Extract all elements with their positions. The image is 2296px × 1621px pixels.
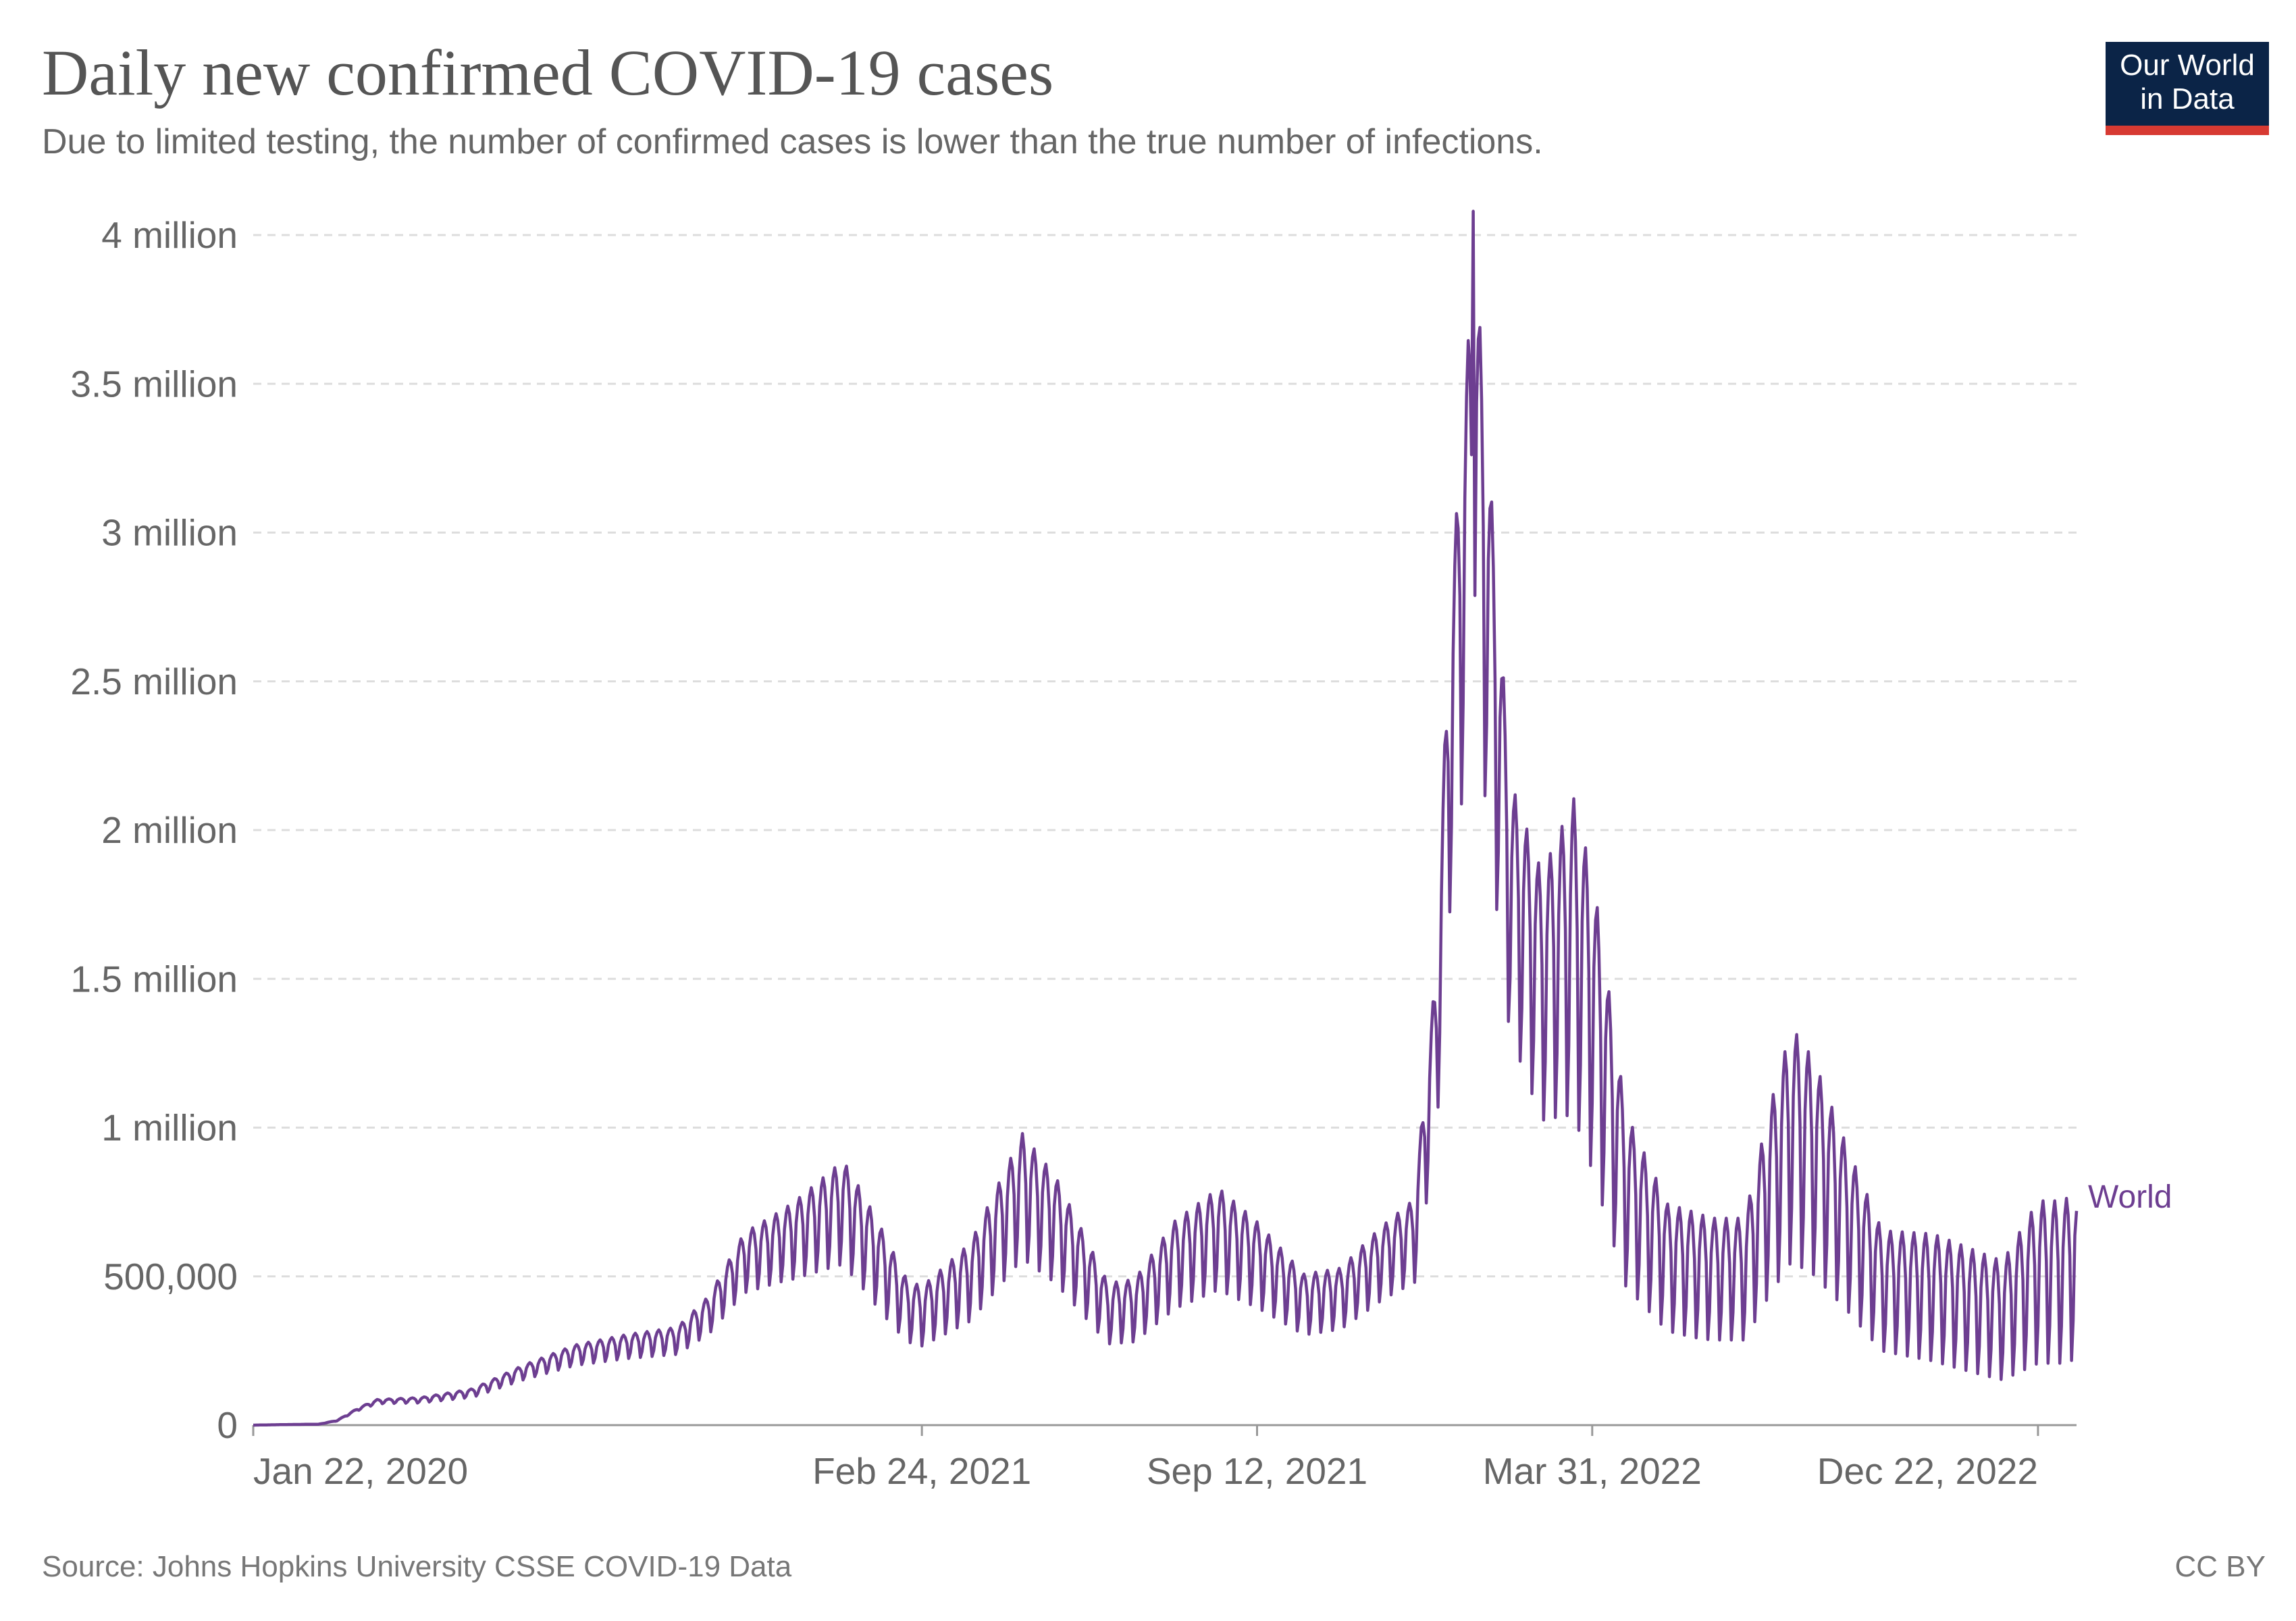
legend-label-world: World <box>2088 1179 2172 1215</box>
owid-logo-line2: in Data <box>2140 82 2235 115</box>
license-link[interactable]: CC BY <box>2174 1550 2266 1583</box>
y-tick-label: 2 million <box>101 809 238 851</box>
y-tick-label: 1.5 million <box>70 958 238 1000</box>
y-tick-label: 4 million <box>101 214 238 256</box>
y-tick-label: 2.5 million <box>70 661 238 702</box>
y-tick-label: 3 million <box>101 512 238 554</box>
x-tick-label: Mar 31, 2022 <box>1483 1450 1702 1492</box>
x-tick-label: Sep 12, 2021 <box>1147 1450 1367 1492</box>
y-tick-label: 1 million <box>101 1107 238 1149</box>
y-tick-label: 0 <box>217 1404 238 1446</box>
chart-title: Daily new confirmed COVID-19 cases <box>42 36 1054 109</box>
y-tick-label: 3.5 million <box>70 363 238 405</box>
chart-subtitle: Due to limited testing, the number of co… <box>42 122 1543 161</box>
x-tick-label: Feb 24, 2021 <box>812 1450 1031 1492</box>
source-note[interactable]: Source: Johns Hopkins University CSSE CO… <box>42 1550 792 1583</box>
x-tick-label: Dec 22, 2022 <box>1817 1450 2038 1492</box>
world-series-line <box>253 209 2079 1427</box>
owid-logo-bar <box>2106 126 2269 135</box>
x-tick-label: Jan 22, 2020 <box>253 1450 468 1492</box>
owid-logo-line1: Our World <box>2120 49 2255 82</box>
owid-logo[interactable]: Our World in Data <box>2106 42 2269 135</box>
owid-logo-text: Our World in Data <box>2106 49 2269 116</box>
y-tick-label: 500,000 <box>103 1256 238 1297</box>
